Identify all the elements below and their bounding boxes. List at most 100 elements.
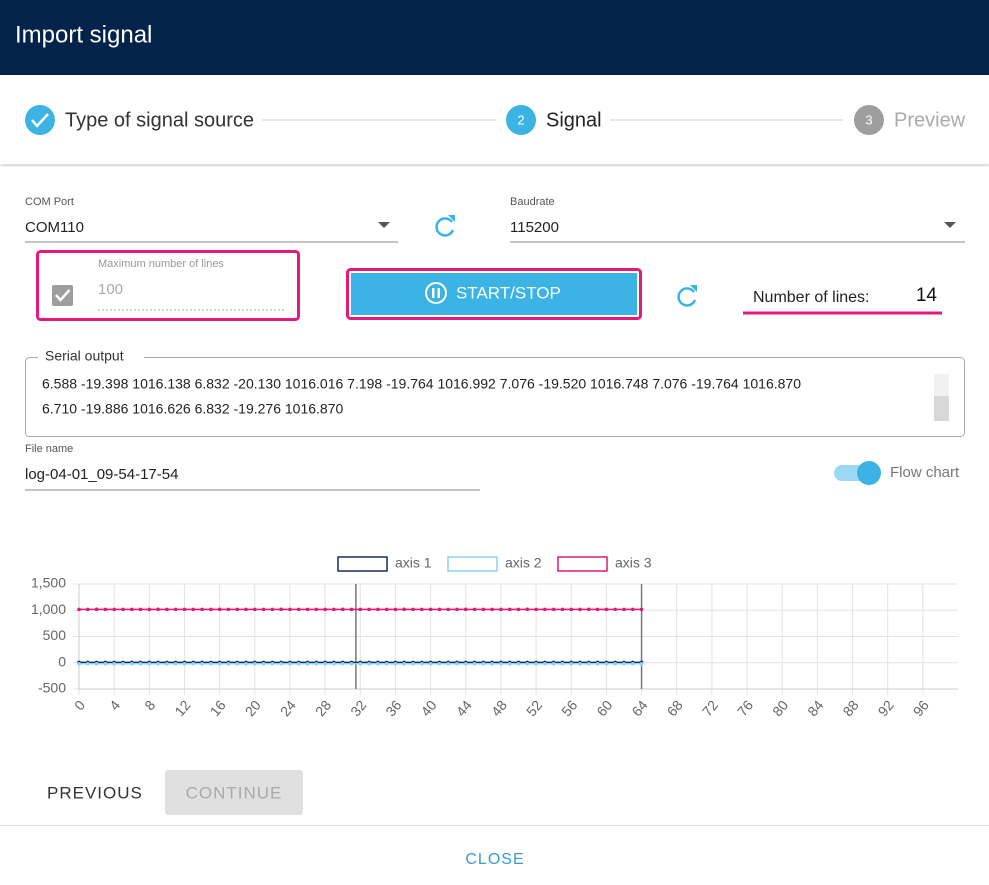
data-point [156, 607, 160, 612]
data-point [296, 607, 301, 612]
pause-bar [432, 288, 435, 298]
data-point [446, 607, 450, 612]
data-point [402, 607, 407, 612]
data-point [411, 607, 415, 612]
field-label: File name [25, 443, 73, 455]
data-point [595, 607, 600, 612]
data-point [534, 607, 538, 612]
dropdown-arrow[interactable] [944, 222, 956, 228]
data-point [587, 607, 591, 612]
data-point [613, 661, 617, 666]
data-point [261, 661, 266, 666]
data-point [543, 661, 547, 666]
step-done-icon [25, 105, 55, 135]
data-point [235, 661, 240, 666]
data-point [534, 661, 538, 666]
legend-gap [38, 350, 144, 364]
refresh-arrowhead [448, 215, 455, 222]
data-point [103, 661, 108, 666]
x-tick-label: 60 [593, 697, 615, 719]
close-button[interactable]: CLOSE [465, 851, 524, 868]
step-number-circle [854, 105, 884, 135]
data-point [543, 607, 547, 612]
data-point [94, 607, 99, 612]
step-number: 3 [865, 112, 872, 127]
checkbox-check [55, 289, 71, 302]
data-point [499, 661, 503, 666]
start-stop-button[interactable] [351, 273, 637, 315]
data-point [393, 662, 398, 666]
data-point [358, 607, 363, 612]
data-point [138, 661, 143, 666]
checkbox[interactable] [52, 285, 73, 306]
data-point [569, 661, 574, 666]
field-label: Maximum number of lines [98, 258, 224, 270]
data-point [587, 661, 591, 666]
input-value[interactable]: 100 [98, 281, 123, 298]
refresh-icon[interactable] [677, 287, 697, 307]
button-label: START/STOP [456, 283, 561, 302]
data-point [622, 661, 626, 666]
data-point [217, 661, 222, 666]
toggle-knob[interactable] [857, 461, 881, 485]
dropdown-arrow[interactable] [378, 222, 390, 228]
legend-swatch [337, 556, 388, 572]
x-tick-label: 36 [382, 697, 404, 719]
x-tick-label: 72 [699, 697, 721, 719]
data-point [173, 661, 178, 666]
data-point [604, 661, 609, 666]
dialog-title: Import signal [15, 21, 152, 48]
data-point [200, 607, 204, 612]
data-point [481, 607, 486, 612]
data-point [630, 607, 635, 612]
data-point [367, 607, 371, 612]
data-point [191, 661, 196, 666]
serial-output-box [25, 357, 965, 437]
step-label: Type of signal source [65, 109, 254, 131]
data-point [384, 607, 389, 612]
serial-line: 6.710 -19.886 1016.626 6.832 -19.276 101… [42, 401, 343, 417]
data-point [376, 661, 380, 666]
data-point [94, 661, 99, 666]
data-point [296, 661, 301, 666]
data-point [209, 607, 213, 612]
scrollbar-thumb[interactable] [934, 396, 949, 421]
data-point [551, 607, 556, 612]
select-value[interactable]: 115200 [510, 219, 559, 236]
data-point [323, 661, 327, 666]
data-point [472, 607, 477, 612]
serial-line: 6.588 -19.398 1016.138 6.832 -20.130 101… [42, 376, 801, 392]
pause-icon [425, 282, 447, 304]
data-point [182, 607, 187, 612]
step-number: 2 [517, 112, 524, 127]
data-point [437, 661, 442, 666]
data-point [613, 607, 617, 612]
data-point [525, 607, 530, 612]
data-point [384, 661, 389, 666]
x-tick-label: 88 [839, 697, 861, 719]
data-point [165, 607, 169, 612]
data-point [428, 661, 433, 666]
input-value[interactable]: log-04-01_09-54-17-54 [25, 466, 178, 483]
data-point [121, 661, 125, 666]
select-value[interactable]: COM110 [25, 219, 84, 236]
data-point [349, 661, 354, 666]
data-point [490, 607, 494, 612]
continue-button[interactable] [165, 770, 303, 815]
data-point [235, 607, 240, 612]
data-point [165, 661, 169, 666]
data-point [551, 661, 556, 666]
previous-button[interactable]: PREVIOUS [47, 783, 143, 802]
data-point [569, 607, 574, 612]
data-point [323, 607, 327, 612]
y-tick-label: 1,500 [31, 575, 66, 591]
y-tick-label: 500 [43, 627, 67, 643]
data-point [420, 661, 424, 666]
x-tick-label: 80 [769, 697, 791, 719]
refresh-icon[interactable] [435, 217, 455, 237]
data-point [77, 607, 81, 612]
data-point [340, 661, 345, 666]
data-point [279, 607, 283, 612]
data-point [129, 661, 134, 666]
x-tick-label: 4 [106, 697, 123, 713]
